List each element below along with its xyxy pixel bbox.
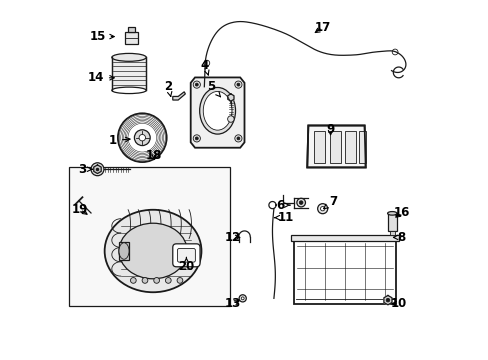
Circle shape	[386, 298, 389, 302]
Bar	[358, 131, 365, 163]
Bar	[128, 27, 135, 32]
Ellipse shape	[112, 87, 146, 94]
Text: 16: 16	[392, 207, 409, 220]
Polygon shape	[190, 77, 244, 148]
Ellipse shape	[203, 91, 231, 130]
Circle shape	[91, 163, 104, 176]
Ellipse shape	[199, 87, 235, 134]
Bar	[69, 167, 230, 306]
Bar	[314, 131, 325, 163]
Circle shape	[193, 81, 200, 88]
Text: 3: 3	[78, 163, 92, 176]
Text: 17: 17	[314, 21, 330, 34]
FancyBboxPatch shape	[177, 248, 195, 262]
Text: 13: 13	[224, 297, 241, 310]
Circle shape	[118, 113, 166, 162]
Bar	[112, 57, 146, 90]
Circle shape	[153, 278, 159, 283]
Circle shape	[227, 116, 234, 122]
Bar	[125, 32, 138, 44]
Bar	[293, 235, 395, 304]
Circle shape	[296, 198, 305, 207]
Text: 8: 8	[393, 231, 405, 244]
Circle shape	[241, 297, 244, 300]
Text: 1: 1	[109, 134, 130, 147]
Circle shape	[234, 81, 242, 88]
Circle shape	[139, 134, 145, 141]
Circle shape	[299, 201, 303, 204]
Circle shape	[195, 83, 198, 86]
Text: 15: 15	[89, 30, 114, 43]
Circle shape	[193, 135, 200, 142]
Circle shape	[239, 295, 246, 302]
Circle shape	[142, 278, 147, 283]
Circle shape	[317, 204, 327, 214]
Text: 19: 19	[72, 203, 88, 216]
Polygon shape	[172, 92, 185, 100]
FancyBboxPatch shape	[172, 244, 200, 267]
Circle shape	[237, 83, 239, 86]
Circle shape	[165, 278, 171, 283]
Text: 2: 2	[164, 80, 172, 96]
Circle shape	[320, 207, 324, 211]
Circle shape	[130, 278, 136, 283]
Bar	[329, 131, 340, 163]
Circle shape	[195, 137, 198, 140]
Text: 7: 7	[323, 195, 337, 209]
Ellipse shape	[119, 223, 187, 279]
Text: 9: 9	[326, 123, 334, 136]
Polygon shape	[383, 296, 391, 305]
Bar	[290, 234, 398, 241]
Text: 12: 12	[224, 231, 241, 244]
Text: 11: 11	[274, 211, 293, 224]
Circle shape	[237, 137, 239, 140]
Ellipse shape	[112, 53, 146, 61]
Polygon shape	[306, 126, 365, 167]
Circle shape	[134, 130, 150, 145]
Polygon shape	[94, 165, 101, 174]
Ellipse shape	[104, 210, 201, 292]
Ellipse shape	[119, 243, 129, 259]
Text: 10: 10	[390, 297, 406, 310]
Polygon shape	[227, 94, 233, 101]
Circle shape	[234, 135, 242, 142]
Text: 6: 6	[276, 199, 289, 212]
Bar	[387, 213, 396, 231]
Text: 20: 20	[178, 257, 194, 273]
Ellipse shape	[387, 212, 396, 215]
Bar	[344, 131, 355, 163]
Text: 4: 4	[201, 59, 209, 75]
Bar	[389, 230, 394, 235]
Text: 14: 14	[87, 71, 114, 84]
Text: 5: 5	[207, 80, 220, 97]
Circle shape	[177, 278, 183, 283]
Bar	[119, 242, 129, 260]
Text: 18: 18	[145, 149, 162, 162]
